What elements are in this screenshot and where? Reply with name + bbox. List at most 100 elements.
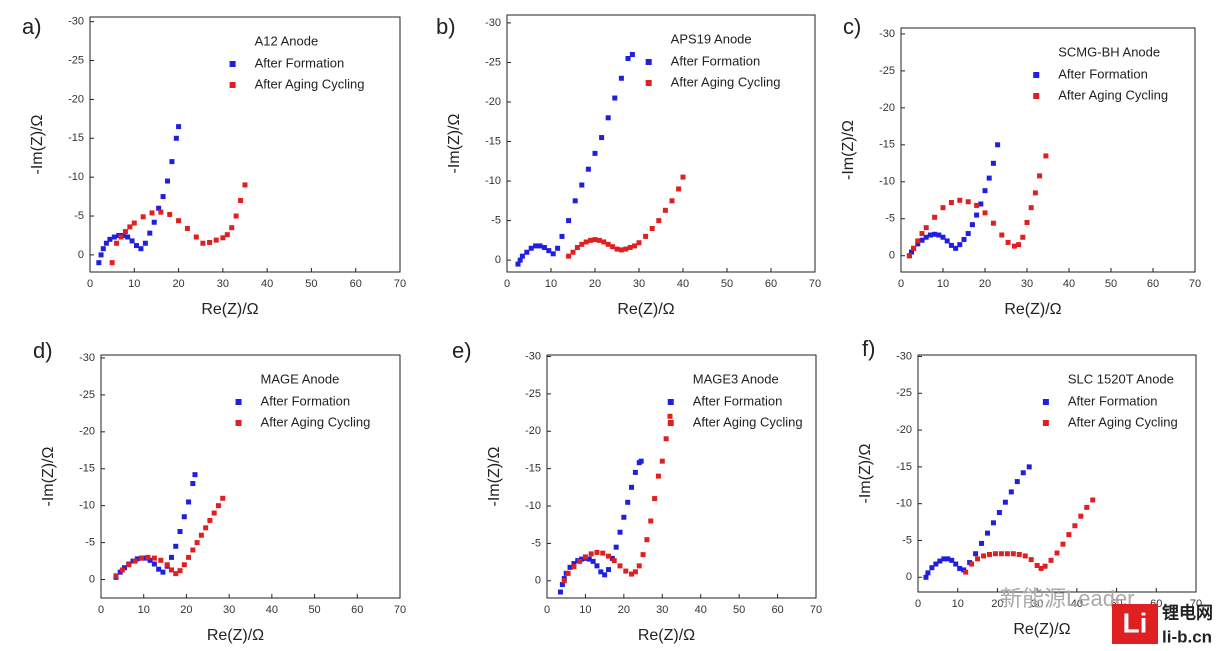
data-point bbox=[156, 205, 162, 211]
x-tick-label: 40 bbox=[261, 278, 273, 290]
data-point bbox=[103, 240, 109, 246]
x-tick-label: 40 bbox=[695, 604, 707, 616]
panel-label: d) bbox=[33, 338, 53, 363]
data-point bbox=[953, 245, 959, 251]
y-tick-label: -15 bbox=[68, 132, 84, 144]
data-point bbox=[610, 244, 616, 250]
data-point bbox=[515, 261, 521, 267]
legend-marker bbox=[1033, 72, 1040, 78]
data-point bbox=[173, 543, 179, 549]
data-point bbox=[1072, 523, 1078, 529]
data-point bbox=[982, 188, 988, 194]
site-name: 锂电网 bbox=[1162, 602, 1213, 622]
x-tick-label: 40 bbox=[1071, 598, 1083, 610]
data-point bbox=[969, 561, 975, 567]
x-tick-label: 70 bbox=[1190, 598, 1202, 610]
x-axis-label: Re(Z)/Ω bbox=[1004, 301, 1061, 318]
data-point bbox=[611, 558, 617, 564]
data-point bbox=[625, 55, 631, 61]
data-point bbox=[623, 568, 629, 574]
data-point bbox=[1011, 243, 1017, 249]
data-point bbox=[127, 224, 133, 230]
y-axis-label: -Im(Z)/Ω bbox=[29, 114, 46, 174]
data-point bbox=[592, 150, 598, 156]
data-point bbox=[566, 218, 572, 224]
panel: a) 0 10 20 30 40 50 60 70 -30 -25 -20 -15 -10 -5 0 Re(Z)… bbox=[22, 14, 406, 318]
legend-label: After Aging Cycling bbox=[671, 74, 781, 89]
y-axis-label: -Im(Z)/Ω bbox=[840, 120, 857, 180]
x-tick-label: 30 bbox=[1031, 598, 1043, 610]
y-tick-label: -25 bbox=[525, 388, 541, 400]
data-point bbox=[643, 233, 649, 239]
data-point bbox=[151, 561, 157, 567]
y-tick-label: -25 bbox=[879, 65, 895, 77]
data-point bbox=[919, 237, 925, 243]
y-axis-label: -Im(Z)/Ω bbox=[40, 446, 57, 506]
data-point bbox=[923, 225, 929, 231]
legend-title: SLC 1520T Anode bbox=[1068, 371, 1174, 386]
data-point bbox=[990, 520, 996, 526]
panel: f)0 10 20 30 40 50 60 70-30-25-20-15-10-50Re(Z)… bbox=[857, 336, 1202, 638]
data-point bbox=[1060, 541, 1066, 547]
data-point bbox=[151, 555, 157, 561]
data-point bbox=[1016, 242, 1022, 248]
legend-label: After Aging Cycling bbox=[1068, 414, 1178, 429]
data-point bbox=[1005, 239, 1011, 245]
data-point bbox=[632, 569, 638, 575]
y-tick-label: -30 bbox=[79, 352, 95, 364]
data-point bbox=[998, 551, 1004, 557]
data-point bbox=[1028, 557, 1034, 563]
data-point bbox=[614, 246, 620, 252]
data-point bbox=[160, 569, 166, 575]
data-point bbox=[114, 240, 120, 246]
data-point bbox=[957, 565, 963, 571]
data-point bbox=[944, 238, 950, 244]
y-tick-label: 0 bbox=[535, 575, 541, 587]
data-point bbox=[996, 510, 1002, 516]
x-tick-label: 0 bbox=[544, 604, 550, 616]
data-point bbox=[594, 563, 600, 569]
data-point bbox=[173, 571, 179, 577]
y-tick-label: -20 bbox=[79, 426, 95, 438]
data-point bbox=[629, 52, 635, 58]
data-point bbox=[1020, 470, 1026, 476]
data-point bbox=[1022, 553, 1028, 559]
data-point bbox=[598, 569, 604, 575]
data-point bbox=[596, 237, 602, 243]
x-tick-label: 70 bbox=[809, 278, 821, 290]
data-point bbox=[190, 547, 196, 553]
data-point bbox=[577, 558, 583, 564]
data-point bbox=[636, 563, 642, 569]
data-point bbox=[612, 95, 618, 101]
data-point bbox=[990, 160, 996, 166]
x-tick-label: 60 bbox=[350, 278, 362, 290]
data-point bbox=[667, 413, 673, 419]
data-point bbox=[168, 567, 174, 573]
data-point bbox=[1034, 563, 1040, 569]
data-point bbox=[936, 232, 942, 238]
data-point bbox=[644, 537, 650, 543]
data-point bbox=[1010, 551, 1016, 557]
legend-label: After Formation bbox=[1058, 66, 1148, 81]
data-point bbox=[156, 566, 162, 572]
data-point bbox=[1048, 557, 1054, 563]
data-point bbox=[96, 260, 102, 266]
data-point bbox=[147, 557, 153, 563]
data-point bbox=[911, 245, 917, 251]
plot-frame bbox=[900, 27, 1196, 273]
data-point bbox=[662, 207, 668, 213]
data-point bbox=[927, 232, 933, 238]
data-point bbox=[629, 571, 635, 577]
data-point bbox=[129, 238, 135, 244]
data-point bbox=[194, 540, 200, 546]
data-point bbox=[632, 469, 638, 475]
data-point bbox=[941, 556, 947, 562]
data-point bbox=[986, 551, 992, 557]
legend-label: After Aging Cycling bbox=[1058, 87, 1168, 102]
legend-marker bbox=[645, 80, 652, 86]
y-tick-label: 0 bbox=[89, 573, 95, 585]
data-point bbox=[98, 252, 104, 258]
x-tick-label: 0 bbox=[898, 278, 904, 290]
data-point bbox=[142, 240, 148, 246]
data-point bbox=[140, 214, 146, 220]
